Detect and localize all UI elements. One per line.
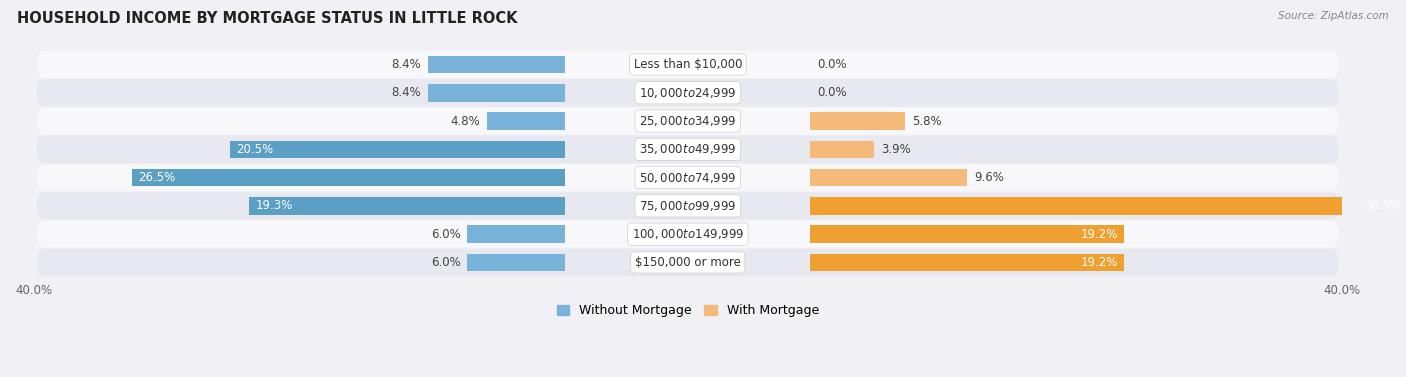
Text: 26.5%: 26.5% — [138, 171, 176, 184]
Bar — [810, 254, 1125, 271]
Text: 9.6%: 9.6% — [974, 171, 1004, 184]
Legend: Without Mortgage, With Mortgage: Without Mortgage, With Mortgage — [551, 299, 824, 322]
Bar — [486, 112, 565, 130]
Text: 6.0%: 6.0% — [430, 256, 460, 269]
Text: 6.0%: 6.0% — [430, 228, 460, 241]
Bar — [249, 197, 565, 215]
Bar — [427, 56, 565, 73]
Bar — [467, 225, 565, 243]
Text: Source: ZipAtlas.com: Source: ZipAtlas.com — [1278, 11, 1389, 21]
FancyBboxPatch shape — [37, 107, 1339, 135]
Text: 19.2%: 19.2% — [1081, 256, 1118, 269]
Text: $35,000 to $49,999: $35,000 to $49,999 — [640, 143, 737, 156]
FancyBboxPatch shape — [37, 79, 1339, 106]
FancyBboxPatch shape — [37, 221, 1339, 248]
Text: $150,000 or more: $150,000 or more — [636, 256, 741, 269]
Text: HOUSEHOLD INCOME BY MORTGAGE STATUS IN LITTLE ROCK: HOUSEHOLD INCOME BY MORTGAGE STATUS IN L… — [17, 11, 517, 26]
Bar — [427, 84, 565, 101]
Text: 8.4%: 8.4% — [391, 58, 422, 71]
Text: 36.5%: 36.5% — [1364, 199, 1400, 212]
Text: $10,000 to $24,999: $10,000 to $24,999 — [640, 86, 737, 100]
Bar — [132, 169, 565, 186]
FancyBboxPatch shape — [37, 249, 1339, 276]
Text: $75,000 to $99,999: $75,000 to $99,999 — [640, 199, 737, 213]
Text: 19.3%: 19.3% — [256, 199, 294, 212]
Text: 5.8%: 5.8% — [912, 115, 942, 127]
Bar — [810, 112, 905, 130]
Bar — [810, 197, 1406, 215]
FancyBboxPatch shape — [37, 164, 1339, 191]
FancyBboxPatch shape — [37, 51, 1339, 78]
FancyBboxPatch shape — [37, 136, 1339, 163]
Text: 3.9%: 3.9% — [880, 143, 911, 156]
Bar — [467, 254, 565, 271]
Text: $100,000 to $149,999: $100,000 to $149,999 — [631, 227, 744, 241]
Text: $25,000 to $34,999: $25,000 to $34,999 — [640, 114, 737, 128]
Text: 0.0%: 0.0% — [817, 58, 846, 71]
Text: 20.5%: 20.5% — [236, 143, 274, 156]
Text: Less than $10,000: Less than $10,000 — [634, 58, 742, 71]
Bar — [810, 141, 875, 158]
Bar — [229, 141, 565, 158]
Text: 0.0%: 0.0% — [817, 86, 846, 99]
Bar — [810, 169, 967, 186]
Text: $50,000 to $74,999: $50,000 to $74,999 — [640, 171, 737, 185]
Text: 8.4%: 8.4% — [391, 86, 422, 99]
FancyBboxPatch shape — [37, 192, 1339, 219]
Text: 4.8%: 4.8% — [450, 115, 479, 127]
Text: 19.2%: 19.2% — [1081, 228, 1118, 241]
Bar — [810, 225, 1125, 243]
